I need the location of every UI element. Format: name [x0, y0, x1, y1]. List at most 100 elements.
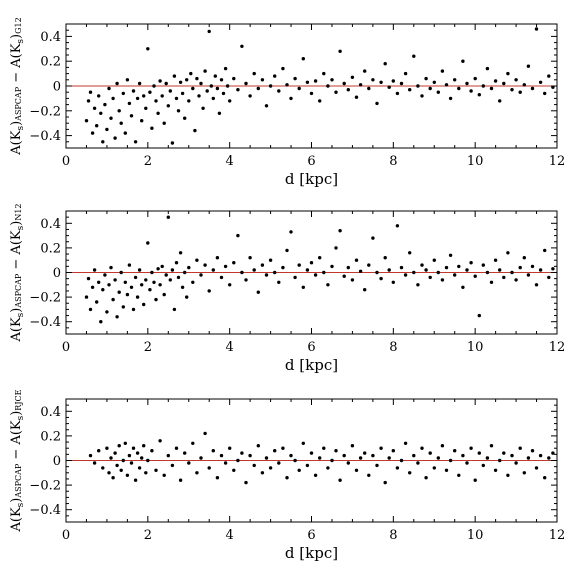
- data-point-10: [117, 444, 121, 448]
- data-point-38: [162, 292, 166, 297]
- data-point-66: [252, 268, 256, 272]
- data-point-93: [322, 71, 326, 76]
- data-point-4: [105, 446, 109, 450]
- data-point-43: [172, 74, 177, 78]
- data-point-50: [187, 99, 191, 103]
- data-point-2: [88, 307, 93, 312]
- y-tick-label: 0.2: [40, 429, 61, 444]
- data-point-49: [185, 295, 189, 299]
- data-point-139: [551, 267, 555, 271]
- data-point-135: [534, 283, 539, 287]
- data-point-18: [121, 91, 126, 96]
- data-point-16: [129, 461, 134, 465]
- data-point-107: [485, 456, 490, 460]
- data-point-15: [127, 453, 132, 458]
- data-point-88: [342, 274, 346, 278]
- data-point-112: [440, 278, 445, 282]
- data-point-116: [416, 84, 420, 88]
- data-point-27: [140, 283, 144, 287]
- data-point-22: [142, 444, 146, 448]
- y-tick-label: −0.2: [29, 104, 61, 119]
- data-point-78: [367, 473, 371, 477]
- data-point-87: [338, 229, 342, 233]
- x-tick-label: 6: [307, 528, 315, 543]
- data-point-68: [223, 66, 228, 71]
- data-point-84: [285, 83, 289, 87]
- data-point-33: [152, 84, 156, 88]
- data-point-12: [109, 265, 113, 270]
- data-point-71: [338, 478, 342, 482]
- data-point-132: [481, 84, 485, 88]
- data-point-115: [453, 273, 457, 277]
- data-point-9: [103, 273, 107, 277]
- data-point-139: [510, 88, 514, 92]
- data-point-29: [144, 278, 148, 282]
- data-point-55: [197, 94, 201, 98]
- data-point-122: [440, 69, 445, 73]
- data-point-17: [119, 270, 123, 275]
- data-point-118: [465, 268, 469, 272]
- data-point-137: [543, 248, 547, 253]
- data-point-100: [350, 75, 355, 80]
- data-point-0: [88, 453, 93, 458]
- data-point-136: [538, 268, 543, 272]
- x-tick-label: 0: [62, 528, 70, 543]
- data-point-57: [215, 256, 220, 260]
- data-point-124: [489, 280, 494, 284]
- data-point-47: [180, 91, 185, 96]
- data-point-85: [330, 264, 334, 269]
- data-point-84: [326, 283, 330, 287]
- data-point-57: [201, 106, 205, 111]
- data-point-34: [187, 461, 191, 465]
- data-point-62: [211, 96, 215, 101]
- data-point-123: [444, 83, 449, 87]
- data-point-95: [371, 236, 375, 240]
- data-point-104: [473, 478, 477, 482]
- data-point-46: [178, 251, 183, 255]
- data-point-59: [289, 453, 293, 458]
- data-point-42: [170, 141, 175, 145]
- data-point-54: [268, 466, 273, 470]
- data-point-111: [502, 451, 506, 455]
- data-point-41: [168, 89, 172, 93]
- data-point-59: [205, 89, 209, 93]
- data-point-89: [346, 265, 350, 270]
- data-point-138: [547, 275, 551, 280]
- data-point-82: [277, 89, 281, 93]
- data-point-134: [530, 264, 535, 269]
- data-point-21: [140, 456, 144, 460]
- data-point-120: [473, 274, 477, 278]
- data-point-112: [399, 81, 404, 86]
- data-point-30: [146, 241, 150, 245]
- data-point-52: [195, 258, 199, 262]
- data-point-83: [281, 66, 285, 71]
- y-tick-label: 0.4: [40, 30, 61, 45]
- data-point-33: [152, 280, 156, 284]
- data-point-131: [477, 93, 481, 97]
- data-point-75: [289, 230, 293, 234]
- data-point-9: [115, 463, 119, 468]
- data-point-46: [236, 458, 240, 463]
- data-point-72: [277, 280, 281, 284]
- data-point-129: [469, 89, 473, 93]
- data-point-80: [309, 261, 314, 265]
- data-point-4: [92, 268, 97, 272]
- data-point-7: [111, 476, 115, 480]
- data-point-44: [228, 446, 232, 450]
- data-point-113: [403, 71, 408, 76]
- data-point-96: [334, 90, 338, 94]
- data-point-90: [350, 278, 355, 282]
- data-point-60: [228, 283, 232, 287]
- data-point-12: [109, 116, 113, 120]
- data-point-115: [518, 446, 522, 450]
- data-point-9: [103, 102, 107, 107]
- data-point-76: [358, 456, 363, 460]
- data-point-138: [506, 71, 510, 76]
- data-point-122: [481, 263, 485, 267]
- data-point-148: [547, 74, 551, 78]
- data-point-51: [189, 71, 193, 76]
- data-point-93: [363, 288, 367, 292]
- data-point-133: [485, 66, 490, 71]
- data-point-1: [86, 99, 91, 103]
- y-tick-label: 0: [53, 266, 61, 281]
